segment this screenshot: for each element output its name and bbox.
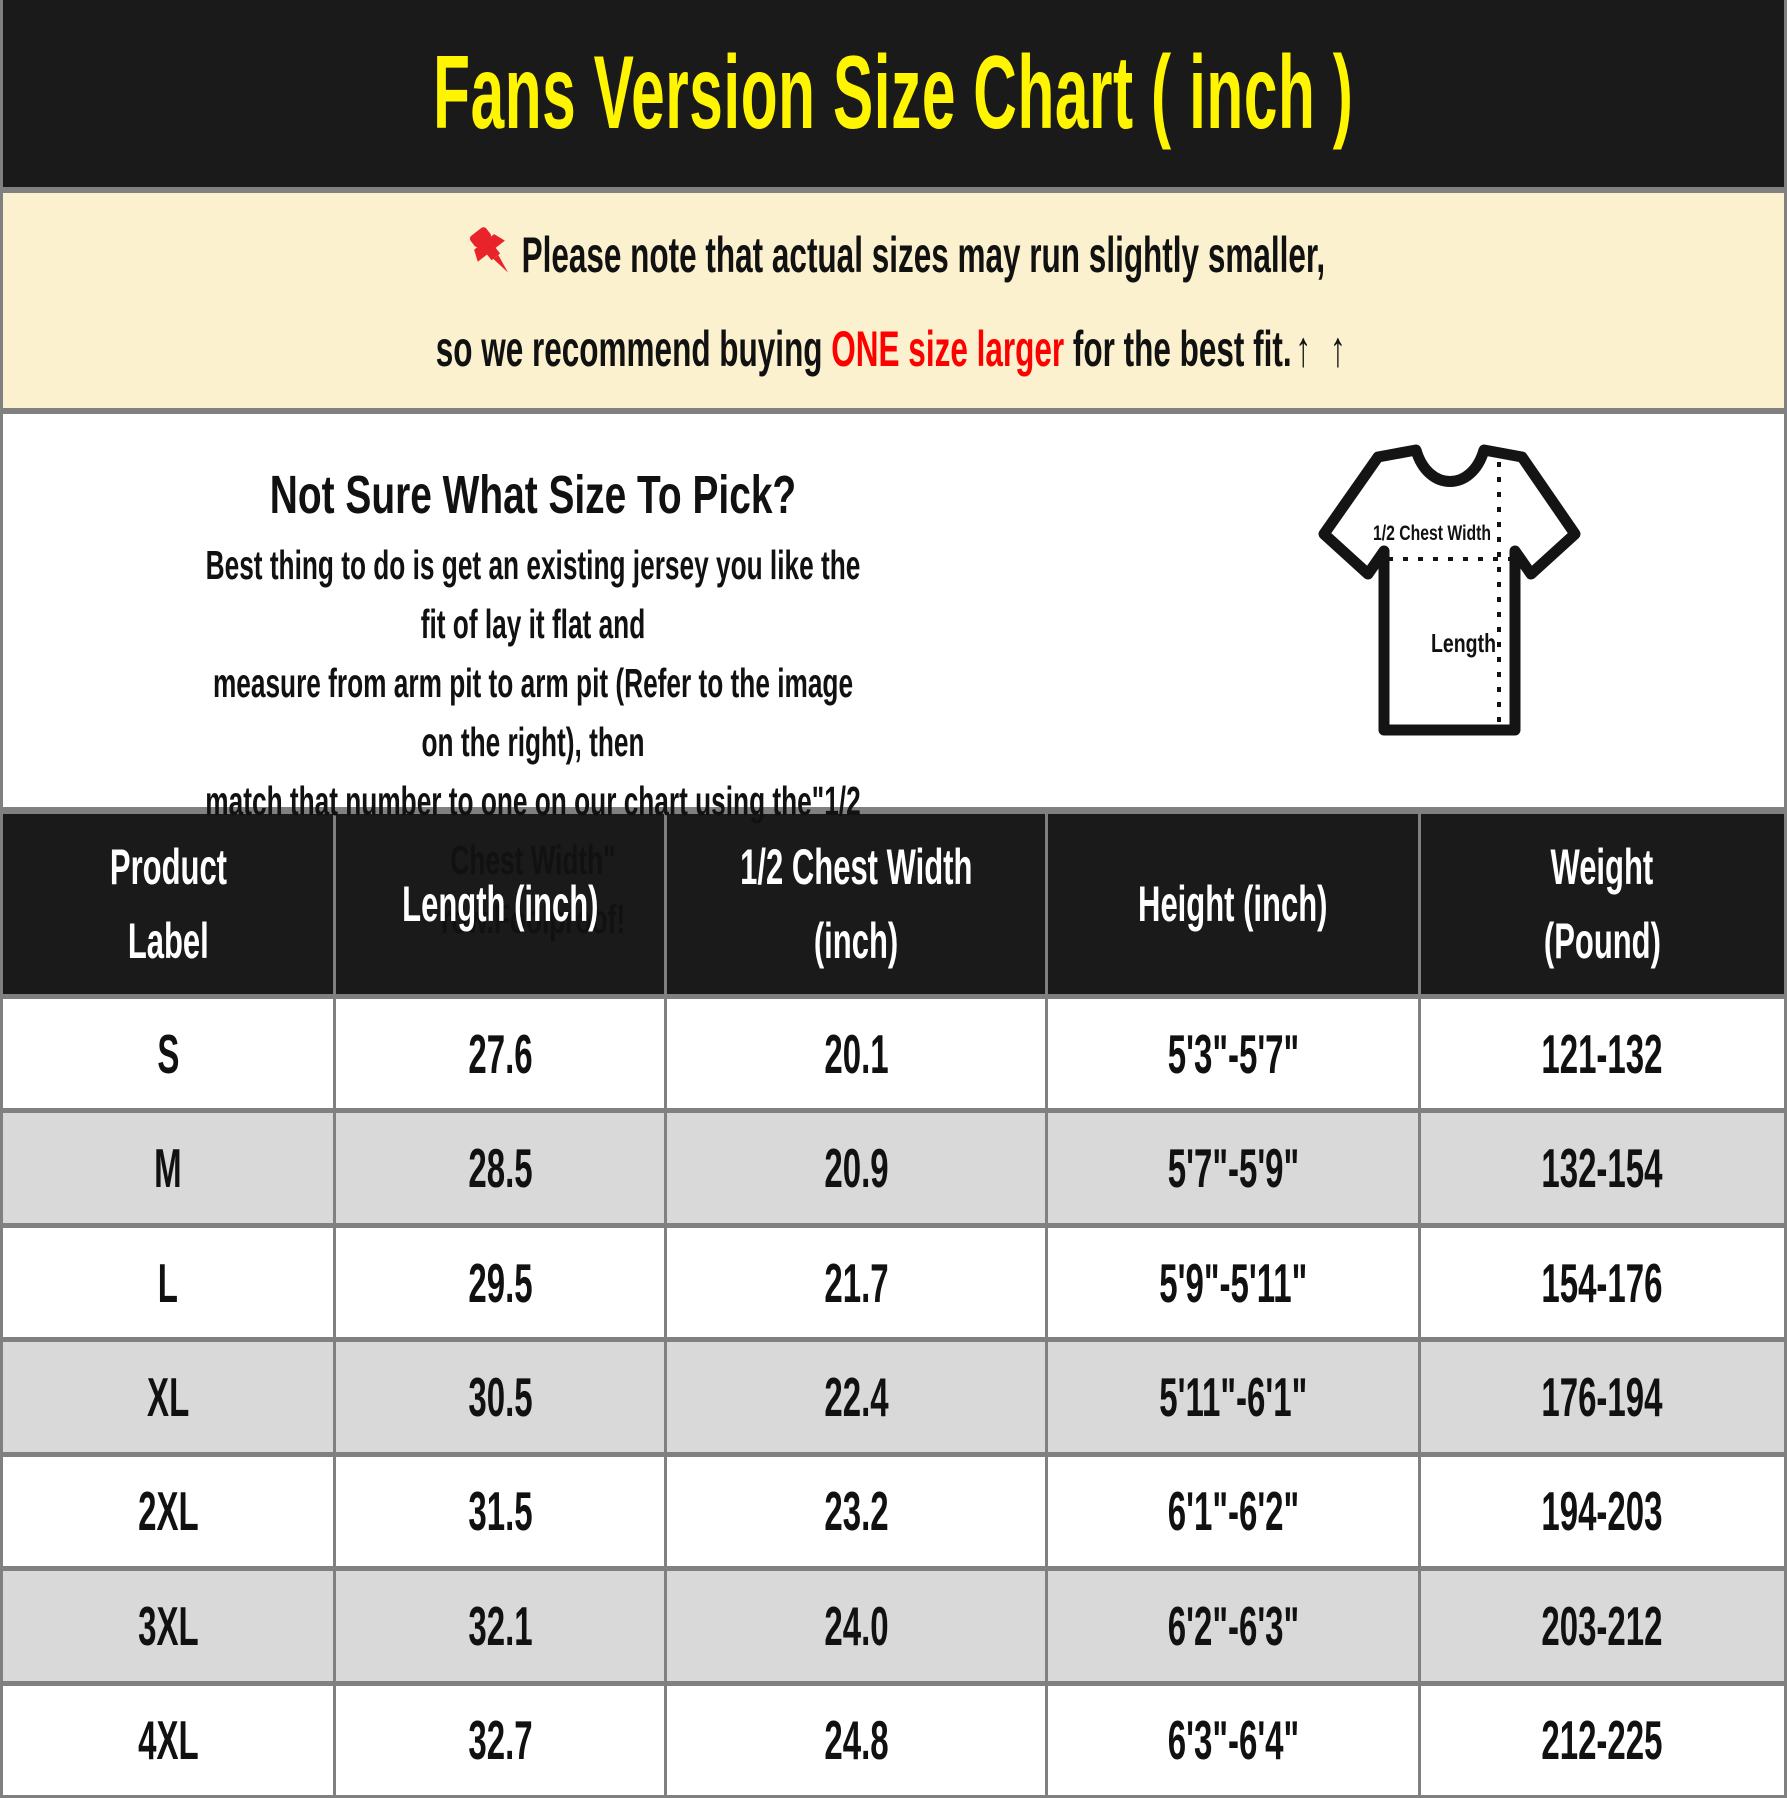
cell-weight: 203-212 xyxy=(1541,1594,1663,1657)
cell-size-label: L xyxy=(3,1227,337,1338)
section-divider xyxy=(3,187,1784,193)
cell-chest: 20.1 xyxy=(667,999,1049,1109)
cell-weight: 132-154 xyxy=(1541,1137,1663,1200)
up-arrows-icon: ↑ ↑ xyxy=(1295,321,1352,377)
cell-height: 6'1"-6'2" xyxy=(1048,1456,1421,1567)
cell-size-label: M xyxy=(3,1113,337,1223)
cell-height: 5'7"-5'9" xyxy=(1048,1113,1421,1223)
cell-weight: 176-194 xyxy=(1541,1365,1663,1428)
notice-text-2-suffix: for the best fit. xyxy=(1064,321,1292,377)
section-divider xyxy=(3,807,1784,814)
cell-weight: 154-176 xyxy=(1541,1251,1663,1314)
guide-line-4: row.Foolproof! xyxy=(440,896,626,942)
cell-size-label: 3XL xyxy=(3,1571,337,1681)
cell-height: 6'2"-6'3" xyxy=(1048,1571,1421,1681)
cell-chest: 24.8 xyxy=(667,1685,1049,1795)
cell-chest: 23.2 xyxy=(667,1456,1049,1567)
diagram-length-label: Length xyxy=(1431,628,1496,658)
cell-length: 32.1 xyxy=(336,1571,668,1681)
notice-text-1: Please note that actual sizes may run sl… xyxy=(521,227,1325,283)
cell-chest: 20.9 xyxy=(667,1113,1049,1223)
notice-highlight: ONE size larger xyxy=(831,321,1065,377)
cell-length: 32.7 xyxy=(336,1685,668,1795)
column-header-chest-width: 1/2 Chest Width (inch) xyxy=(667,814,1049,994)
cell-length: 30.5 xyxy=(336,1342,668,1452)
cell-size-label: XL xyxy=(3,1342,337,1452)
table-header-row: Product Label Length (inch) 1/2 Chest Wi… xyxy=(3,814,1784,994)
cell-weight: 121-132 xyxy=(1541,1022,1663,1085)
pushpin-icon xyxy=(469,227,508,273)
notice-band: Please note that actual sizes may run sl… xyxy=(3,193,1784,408)
table-row-l: L 29.5 21.7 5'9"-5'11" 154-176 xyxy=(3,1222,1784,1338)
table-row-4xl: 4XL 32.7 24.8 6'3"-6'4" 212-225 xyxy=(3,1680,1784,1795)
cell-length: 29.5 xyxy=(336,1227,668,1338)
column-header-height: Height (inch) xyxy=(1048,814,1421,994)
cell-height: 5'11"-6'1" xyxy=(1048,1342,1421,1452)
cell-weight: 212-225 xyxy=(1541,1709,1663,1772)
diagram-chest-label: 1/2 Chest Width xyxy=(1373,522,1491,545)
notice-text-2-prefix: so we recommend buying xyxy=(435,321,832,377)
notice-line-1: Please note that actual sizes may run sl… xyxy=(462,224,1325,283)
size-table: Product Label Length (inch) 1/2 Chest Wi… xyxy=(3,814,1784,1795)
cell-height: 5'3"-5'7" xyxy=(1048,999,1421,1109)
cell-size-label: 2XL xyxy=(3,1456,337,1567)
guide-heading: Not Sure What Size To Pick? xyxy=(269,465,797,525)
guide-text-block: Not Sure What Size To Pick? Best thing t… xyxy=(3,464,1063,949)
cell-chest: 22.4 xyxy=(667,1342,1049,1452)
table-row-xl: XL 30.5 22.4 5'11"-6'1" 176-194 xyxy=(3,1337,1784,1452)
tshirt-outline-icon xyxy=(1318,444,1581,736)
cell-height: 6'3"-6'4" xyxy=(1048,1685,1421,1795)
cell-chest: 24.0 xyxy=(667,1571,1049,1681)
tshirt-measurement-diagram: 1/2 Chest Width Length xyxy=(1315,438,1585,740)
table-row-s: S 27.6 20.1 5'3"-5'7" 121-132 xyxy=(3,994,1784,1109)
column-header-weight: Weight (Pound) xyxy=(1543,839,1661,969)
title-bar: Fans Version Size Chart ( inch ) xyxy=(3,0,1784,187)
guide-line-3: match that number to one on our chart us… xyxy=(205,778,861,883)
cell-size-label: 4XL xyxy=(3,1685,337,1795)
column-header-length: Length (inch) xyxy=(336,814,668,994)
cell-weight: 194-203 xyxy=(1541,1480,1663,1543)
cell-size-label: S xyxy=(3,999,337,1109)
guide-line-2: measure from arm pit to arm pit (Refer t… xyxy=(212,660,854,765)
cell-length: 27.6 xyxy=(336,999,668,1109)
guide-line-1: Best thing to do is get an existing jers… xyxy=(205,542,861,647)
cell-length: 31.5 xyxy=(336,1456,668,1567)
section-divider xyxy=(3,408,1784,414)
table-row-m: M 28.5 20.9 5'7"-5'9" 132-154 xyxy=(3,1108,1784,1223)
page-title: Fans Version Size Chart ( inch ) xyxy=(433,35,1354,151)
cell-length: 28.5 xyxy=(336,1113,668,1223)
cell-chest: 21.7 xyxy=(667,1227,1049,1338)
cell-height: 5'9"-5'11" xyxy=(1048,1227,1421,1338)
notice-line-2: so we recommend buying ONE size larger f… xyxy=(436,321,1351,377)
measuring-guide-section: Not Sure What Size To Pick? Best thing t… xyxy=(3,414,1784,942)
column-header-product-label: Product Label xyxy=(3,814,337,994)
table-row-2xl: 2XL 31.5 23.2 6'1"-6'2" 194-203 xyxy=(3,1451,1784,1567)
table-row-3xl: 3XL 32.1 24.0 6'2"-6'3" 203-212 xyxy=(3,1566,1784,1681)
